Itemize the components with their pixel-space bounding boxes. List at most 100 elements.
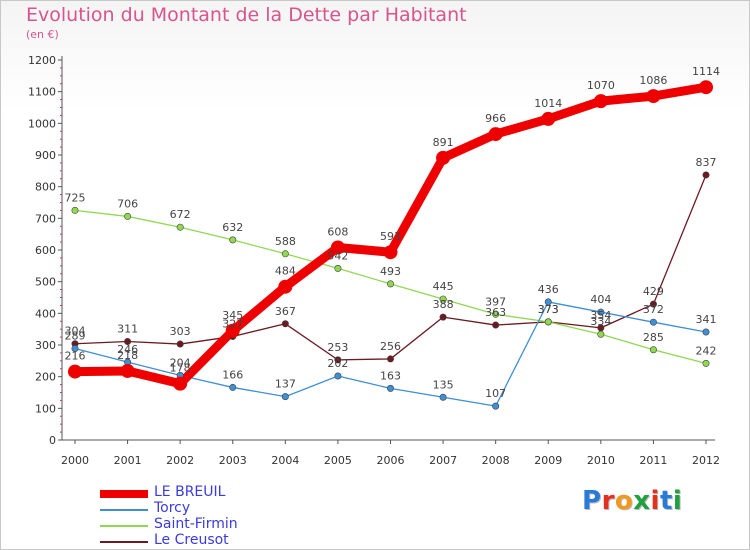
data-point-s3-5 [334,356,342,364]
data-label-s0-8: 966 [485,112,506,125]
data-label-s3-3: 327 [222,317,243,330]
data-point-s3-12 [702,171,710,179]
x-tick-label: 2001 [114,454,142,467]
data-point-s0-4 [278,279,293,294]
y-tick-label: 500 [35,276,56,289]
data-point-s3-6 [386,355,394,363]
data-point-s2-10 [597,330,605,338]
data-label-s0-10: 1070 [587,79,615,92]
logo-letter: r [601,486,615,516]
data-point-s3-1 [124,338,132,346]
chart-title: Evolution du Montant de la Dette par Hab… [26,4,467,26]
data-label-s3-6: 256 [380,340,401,353]
data-point-s2-12 [702,359,710,367]
data-point-s0-3 [225,323,240,338]
legend-swatch [100,541,148,543]
data-label-s3-7: 388 [433,298,454,311]
legend-swatch [100,509,148,511]
data-label-s3-12: 837 [696,156,717,169]
legend-item-3: Le Creusot [100,532,320,550]
data-point-s2-6 [386,280,394,288]
data-label-s2-1: 706 [117,197,138,210]
data-label-s1-9: 436 [538,283,559,296]
data-point-s2-8 [492,310,500,318]
chart-unit: (en €) [26,28,59,41]
data-label-s2-5: 542 [327,249,348,262]
logo-letter: x [633,486,651,516]
data-label-s1-10: 404 [590,293,611,306]
data-labels: 304 311 303 327 367 253 256 388 363 373 354 429 837 7… [65,65,721,400]
data-label-s3-2: 303 [170,325,191,338]
axes: 0 100 200 300 400 500 600 700 800 900 1000 1100 1200… [28,54,720,467]
y-tick-label: 700 [35,212,56,225]
data-label-s2-2: 672 [170,208,191,221]
data-point-s0-8 [488,127,503,142]
data-label-s1-4: 137 [275,378,296,391]
data-label-s2-4: 588 [275,235,296,248]
data-point-s1-11 [649,318,657,326]
data-label-s2-12: 242 [696,344,717,357]
x-tick-label: 2009 [534,454,562,467]
data-label-s3-10: 354 [590,309,611,322]
logo-letter: i [650,486,660,516]
legend-label: Saint-Firmin [154,516,238,532]
data-label-s0-6: 593 [380,230,401,243]
data-point-s1-12 [702,328,710,336]
data-label-s0-7: 891 [433,136,454,149]
x-tick-label: 2005 [324,454,352,467]
data-label-s1-1: 246 [117,343,138,356]
data-point-s1-7 [439,393,447,401]
x-tick-label: 2000 [61,454,89,467]
data-point-s1-6 [386,384,394,392]
data-point-s1-4 [281,393,289,401]
x-tick-label: 2008 [482,454,510,467]
legend-label: Le Creusot [154,532,229,548]
data-label-s1-7: 135 [433,378,454,391]
data-point-s1-9 [544,298,552,306]
legend-swatch [100,490,148,498]
data-point-s0-9 [541,111,556,126]
logo-letter: i [672,486,683,516]
data-label-s0-2: 178 [170,362,191,375]
data-point-s0-5 [330,240,345,255]
logo-letter: t [659,486,673,516]
legend-item-2: Saint-Firmin [100,516,320,534]
data-label-s0-12: 1114 [692,65,720,78]
data-label-s1-2: 204 [170,356,191,369]
data-label-s2-0: 725 [65,191,86,204]
data-point-s3-2 [176,340,184,348]
x-tick-label: 2012 [692,454,720,467]
x-tick-label: 2006 [377,454,405,467]
data-point-s2-1 [124,212,132,220]
legend-item-1: Torcy [100,500,320,518]
proxiti-logo: ProxitiProxiti [582,486,682,516]
data-point-s1-10 [597,308,605,316]
data-label-s2-9: 373 [538,303,559,316]
legend: LE BREUIL Torcy Saint-Firmin Le Creusot [100,484,320,550]
data-label-s2-3: 632 [222,221,243,234]
data-point-s2-11 [649,346,657,354]
data-label-s1-11: 372 [643,303,664,316]
data-point-s3-11 [649,300,657,308]
data-label-s0-0: 216 [65,350,86,363]
y-tick-label: 1000 [28,117,56,130]
data-point-s3-4 [281,320,289,328]
data-label-s3-4: 367 [275,305,296,318]
y-tick-label: 1100 [28,86,56,99]
data-point-s3-7 [439,313,447,321]
data-label-s3-1: 311 [117,323,138,336]
data-point-s2-7 [439,295,447,303]
data-point-s1-5 [334,372,342,380]
data-point-s2-0 [71,206,79,214]
data-label-s1-8: 107 [485,387,506,400]
data-label-s0-9: 1014 [534,97,562,110]
data-label-s0-5: 608 [327,225,348,238]
y-tick-label: 400 [35,307,56,320]
y-tick-label: 1200 [28,54,56,67]
y-tick-label: 600 [35,244,56,257]
data-label-s3-11: 429 [643,285,664,298]
y-tick-label: 0 [49,434,56,447]
data-point-s0-11 [646,89,661,104]
